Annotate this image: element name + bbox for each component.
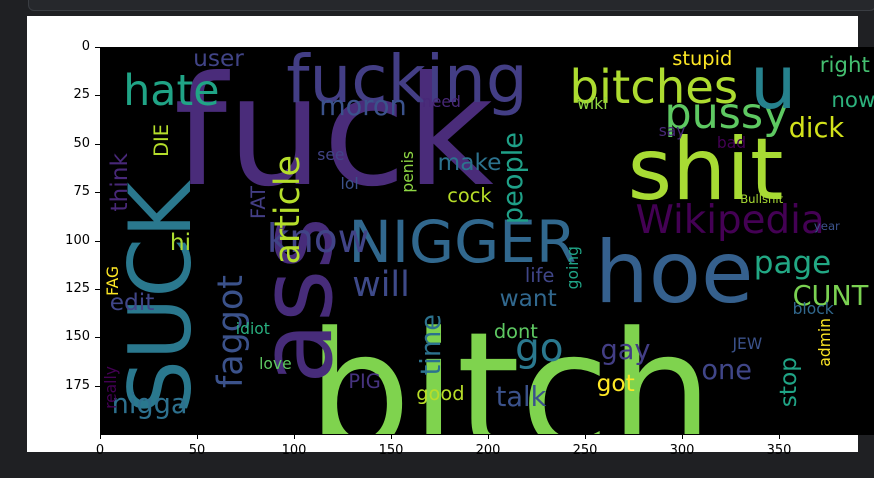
wordcloud-word: stupid bbox=[672, 47, 733, 70]
y-tick bbox=[95, 240, 100, 242]
wordcloud-word: NIGGER bbox=[348, 208, 577, 277]
x-tick-label: 200 bbox=[475, 443, 501, 458]
wordcloud-word: FAG bbox=[103, 265, 122, 296]
x-tick bbox=[391, 434, 392, 439]
y-tick-label: 175 bbox=[65, 377, 90, 393]
y-tick-label: 25 bbox=[73, 87, 90, 103]
wordcloud-word: lol bbox=[340, 174, 359, 193]
wordcloud-word: shit bbox=[627, 121, 784, 221]
x-tick bbox=[197, 434, 198, 439]
wordcloud-image: bitch fuck shit hoe ass SUCK fucking NIGGER bitc… bbox=[100, 47, 874, 434]
wordcloud-word: page bbox=[753, 245, 832, 282]
wordcloud-word: dick bbox=[788, 112, 845, 144]
wordcloud-word: Wikipedia bbox=[635, 197, 825, 243]
wordcloud-word: say bbox=[658, 122, 686, 141]
wordcloud-word: dont bbox=[493, 319, 538, 343]
y-tick bbox=[95, 95, 100, 97]
x-tick-label: 350 bbox=[766, 443, 792, 458]
wordcloud-word: now bbox=[831, 87, 874, 113]
x-tick bbox=[488, 434, 489, 439]
wordcloud-word: bad bbox=[716, 134, 747, 152]
x-axis-line bbox=[100, 434, 874, 435]
wordcloud-word: block bbox=[792, 300, 834, 319]
wordcloud-word: fucking bbox=[286, 47, 528, 118]
wordcloud-word: year bbox=[813, 219, 840, 234]
wordcloud-word: love bbox=[259, 354, 292, 373]
wordcloud-word: article bbox=[267, 155, 308, 265]
wordcloud-word: FAT bbox=[247, 186, 271, 220]
wordcloud-word: CUNT bbox=[792, 281, 869, 313]
wordcloud-word: user bbox=[193, 47, 244, 72]
y-tick-label: 50 bbox=[73, 135, 90, 151]
wordcloud-word: go bbox=[515, 325, 564, 371]
wordcloud-word: penis bbox=[398, 151, 417, 194]
y-tick bbox=[95, 288, 100, 290]
wordcloud-word: admin bbox=[815, 317, 834, 367]
wordcloud-word: know bbox=[266, 217, 370, 263]
wordcloud-word: got bbox=[596, 370, 635, 398]
wordcloud-word: u bbox=[749, 47, 797, 126]
y-tick bbox=[95, 143, 100, 145]
wordcloud-word: good bbox=[416, 381, 465, 405]
wordcloud-word: people bbox=[497, 132, 529, 225]
y-tick bbox=[95, 47, 100, 48]
wordcloud-word: talk bbox=[495, 381, 547, 413]
wordcloud-word: wiki bbox=[577, 95, 608, 114]
x-tick-label: 50 bbox=[188, 443, 206, 458]
y-tick-label: 75 bbox=[73, 184, 90, 200]
wordcloud-word: DIE bbox=[150, 124, 174, 158]
x-tick-label: 100 bbox=[281, 443, 307, 458]
y-axis-line bbox=[100, 47, 101, 434]
wordcloud-word: edit bbox=[109, 288, 155, 316]
y-tick-label: 125 bbox=[65, 280, 90, 296]
x-tick-label: 0 bbox=[95, 443, 105, 458]
wordcloud-word: really bbox=[101, 366, 120, 410]
wordcloud-word: hi bbox=[169, 228, 192, 256]
wordcloud-word: nigga bbox=[111, 389, 188, 421]
wordcloud-word: see bbox=[317, 145, 345, 164]
wordcloud-word: stop bbox=[775, 356, 803, 407]
previous-cell-output bbox=[28, 0, 874, 11]
y-tick-label: 0 bbox=[81, 39, 90, 54]
wordcloud-word: right bbox=[819, 52, 870, 78]
x-tick-label: 250 bbox=[572, 443, 598, 458]
wordcloud-word: hate bbox=[123, 66, 220, 117]
y-tick-label: 100 bbox=[65, 232, 90, 248]
wordcloud-word: idiot bbox=[235, 319, 270, 338]
wordcloud-word: Bullshit bbox=[740, 192, 784, 207]
wordcloud-word: hoe bbox=[594, 223, 754, 323]
x-tick-label: 300 bbox=[669, 443, 695, 458]
x-tick-label: 150 bbox=[378, 443, 404, 458]
wordcloud-word: gay bbox=[600, 335, 651, 367]
wordcloud-word: bitch bbox=[307, 298, 714, 434]
wordcloud-word: going bbox=[563, 246, 582, 290]
y-tick bbox=[95, 385, 100, 387]
wordcloud-word: cock bbox=[447, 184, 492, 208]
wordcloud-word: make bbox=[437, 149, 502, 177]
figure-canvas: bitch fuck shit hoe ass SUCK fucking NIGGER bitc… bbox=[27, 16, 874, 458]
y-tick bbox=[95, 337, 100, 339]
x-tick bbox=[294, 434, 295, 439]
x-tick bbox=[585, 434, 586, 439]
wordcloud-word: PIG bbox=[348, 370, 381, 394]
wordcloud-word: want bbox=[499, 284, 557, 312]
wordcloud-word: JEW bbox=[732, 335, 763, 354]
wordcloud-word: will bbox=[352, 264, 410, 305]
x-tick bbox=[682, 434, 683, 439]
y-tick bbox=[95, 192, 100, 194]
x-tick bbox=[779, 434, 780, 439]
wordcloud-word: bitches bbox=[569, 60, 739, 115]
wordcloud-word: fuck bbox=[173, 47, 494, 220]
wordcloud-word: life bbox=[524, 263, 555, 287]
wordcloud-word: think bbox=[105, 153, 133, 212]
x-tick bbox=[100, 434, 101, 439]
wordcloud-word: one bbox=[701, 354, 752, 386]
wordcloud-word: pussy bbox=[664, 89, 789, 140]
wordcloud-word: need bbox=[422, 93, 461, 112]
wordcloud-word: time bbox=[416, 314, 448, 376]
y-tick-label: 150 bbox=[65, 329, 90, 345]
wordcloud-word: moron bbox=[319, 91, 407, 123]
